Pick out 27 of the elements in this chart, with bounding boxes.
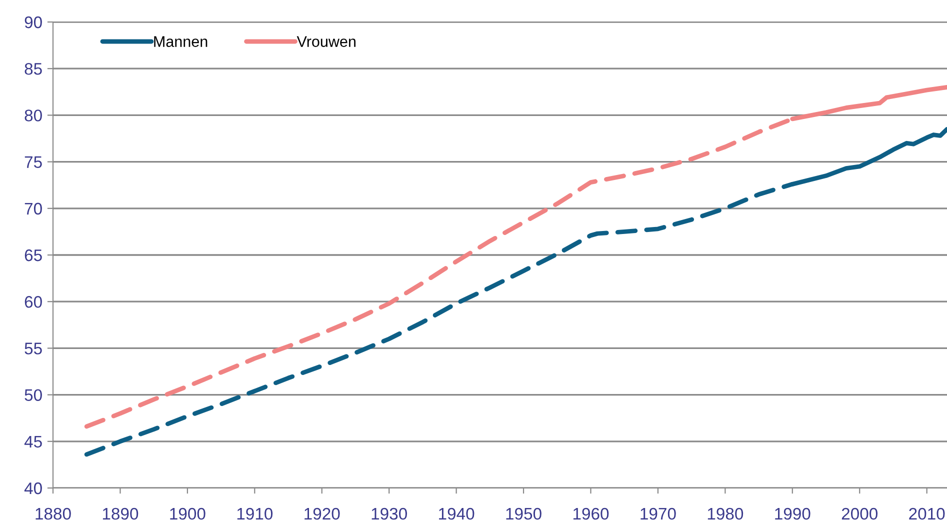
x-tick-label: 1940: [439, 508, 474, 520]
legend-label: Vrouwen: [296, 36, 356, 47]
x-tick-label: 1930: [372, 508, 407, 520]
x-tick-label: 1900: [170, 508, 206, 520]
y-tick-label: 60: [24, 296, 42, 308]
y-tick-label: 45: [24, 436, 42, 448]
x-tick-label: 1890: [102, 508, 138, 520]
y-tick-label: 65: [24, 249, 42, 262]
x-tick-label: 1910: [237, 508, 273, 520]
y-tick-label: 85: [24, 63, 42, 75]
x-tick-label: 1960: [573, 508, 609, 520]
x-tick-label: 2010: [909, 508, 945, 520]
x-tick-label: 1880: [36, 508, 71, 520]
y-tick-label: 70: [24, 202, 42, 215]
y-tick-label: 50: [24, 389, 42, 402]
x-tick-label: 1950: [506, 508, 542, 520]
x-tick-label: 1970: [640, 508, 676, 520]
y-tick-label: 75: [24, 156, 42, 168]
x-tick-label: 1980: [708, 508, 744, 520]
x-tick-label: 1990: [775, 508, 810, 520]
legend-label: Mannen: [154, 36, 208, 47]
y-tick-label: 40: [24, 482, 42, 494]
y-tick-label: 80: [24, 110, 42, 122]
x-tick-label: 2000: [842, 508, 878, 520]
y-tick-label: 90: [24, 16, 42, 28]
x-tick-label: 1920: [304, 508, 340, 520]
y-tick-label: 55: [24, 342, 42, 354]
